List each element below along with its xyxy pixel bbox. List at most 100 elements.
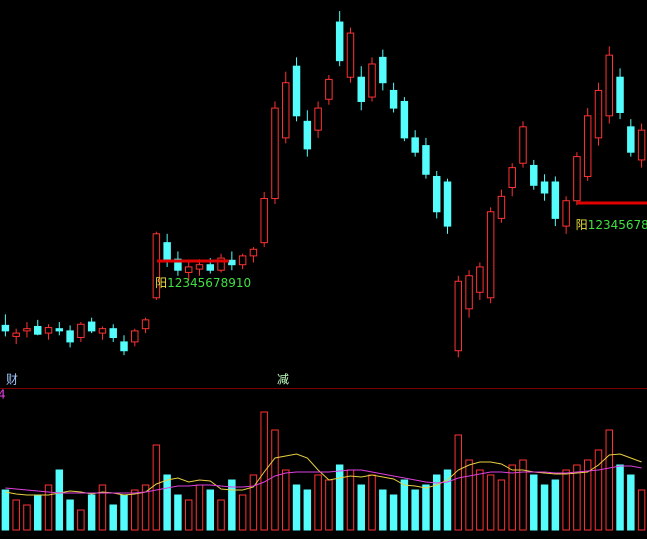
candle-body: [184, 266, 193, 273]
candle-body: [44, 327, 53, 334]
volume-bar: [519, 459, 527, 531]
candle-body: [23, 328, 31, 332]
candle-body: [519, 126, 527, 164]
candle-body: [530, 164, 538, 186]
volume-bar: [282, 469, 290, 531]
volume-bar: [44, 484, 53, 531]
volume-bar: [109, 504, 117, 531]
volume-bar: [443, 469, 452, 531]
volume-bar: [368, 474, 376, 531]
volume-bar: [335, 464, 344, 531]
volume-bar: [66, 499, 74, 531]
volume-bar: [271, 429, 279, 531]
candle-body: [400, 100, 409, 139]
volume-bar: [476, 469, 484, 531]
candle-body: [540, 181, 549, 194]
annotation: 阳12345678910: [155, 276, 251, 290]
volume-bar: [77, 509, 85, 531]
candle-body: [55, 328, 64, 332]
volume-bar: [454, 434, 463, 531]
volume-ma-line: [5, 465, 642, 494]
volume-bar: [206, 489, 215, 531]
candle-body: [357, 76, 365, 102]
candle-body: [303, 120, 312, 150]
volume-bar: [325, 479, 333, 531]
volume-bar: [616, 464, 624, 531]
candle-body: [271, 107, 279, 200]
candle-body: [174, 258, 182, 271]
candle-body: [249, 248, 258, 257]
volume-bar: [400, 479, 409, 531]
candle-body: [260, 198, 268, 244]
volume-bar: [357, 484, 365, 531]
volume-bar: [292, 484, 301, 531]
volume-bar: [465, 459, 473, 531]
volume-bar: [551, 479, 560, 531]
volume-bar: [249, 474, 258, 531]
candle-body: [77, 323, 85, 339]
volume-bar: [583, 459, 592, 531]
volume-bar: [508, 464, 516, 531]
volume-bar: [120, 494, 128, 531]
volume-bar: [195, 484, 204, 531]
volume-bar: [131, 489, 139, 531]
candle-body: [443, 181, 452, 227]
candle-body: [422, 145, 430, 175]
volume-label: 4: [0, 388, 6, 402]
volume-bar: [260, 411, 268, 531]
candle-body: [314, 107, 322, 131]
volume-bar: [540, 484, 549, 531]
candle-body: [109, 328, 117, 339]
volume-bar: [87, 494, 96, 531]
volume-bar: [627, 474, 635, 531]
candle-body: [238, 255, 247, 266]
candle-body: [476, 266, 484, 293]
candle-body: [605, 54, 613, 117]
volume-bar: [174, 494, 182, 531]
volume-bar: [379, 489, 387, 531]
volume-bar: [228, 479, 236, 531]
candle-body: [594, 89, 603, 139]
volume-bar: [163, 474, 171, 531]
volume-bar: [314, 474, 322, 531]
volume-bar: [605, 429, 613, 531]
volume-bar: [217, 499, 225, 531]
candle-body: [1, 324, 10, 332]
volume-bar: [12, 499, 20, 531]
candle-body: [368, 63, 376, 98]
volume-bar: [594, 449, 603, 531]
volume-bar: [486, 474, 495, 531]
volume-bar: [637, 489, 646, 531]
volume-bar: [389, 494, 398, 531]
candle-body: [497, 195, 506, 219]
volume-bar: [238, 494, 247, 531]
candle-body: [87, 321, 96, 332]
candle-body: [486, 211, 495, 299]
volume-bar: [422, 484, 430, 531]
candle-body: [616, 76, 624, 113]
volume-bar: [346, 469, 355, 531]
candle-body: [411, 137, 419, 153]
marker-label: 财: [6, 373, 18, 387]
candle-body: [141, 319, 150, 330]
candle-body: [12, 332, 20, 337]
volume-bar: [184, 499, 193, 531]
marker-label: 减: [277, 373, 289, 387]
volume-bar: [573, 464, 581, 531]
annotation-text: 12345678910: [588, 218, 647, 232]
candle-body: [573, 156, 581, 202]
candle-body: [195, 264, 204, 270]
volume-bar: [432, 474, 441, 531]
candle-body: [637, 129, 646, 161]
annotation-marker: 阳: [155, 276, 167, 290]
annotation: 阳12345678910: [576, 218, 647, 232]
candle-body: [292, 65, 301, 117]
candle-body: [346, 32, 355, 78]
candle-body: [508, 167, 516, 189]
candle-body: [228, 259, 236, 266]
candle-body: [120, 341, 128, 352]
volume-bar: [1, 489, 10, 531]
